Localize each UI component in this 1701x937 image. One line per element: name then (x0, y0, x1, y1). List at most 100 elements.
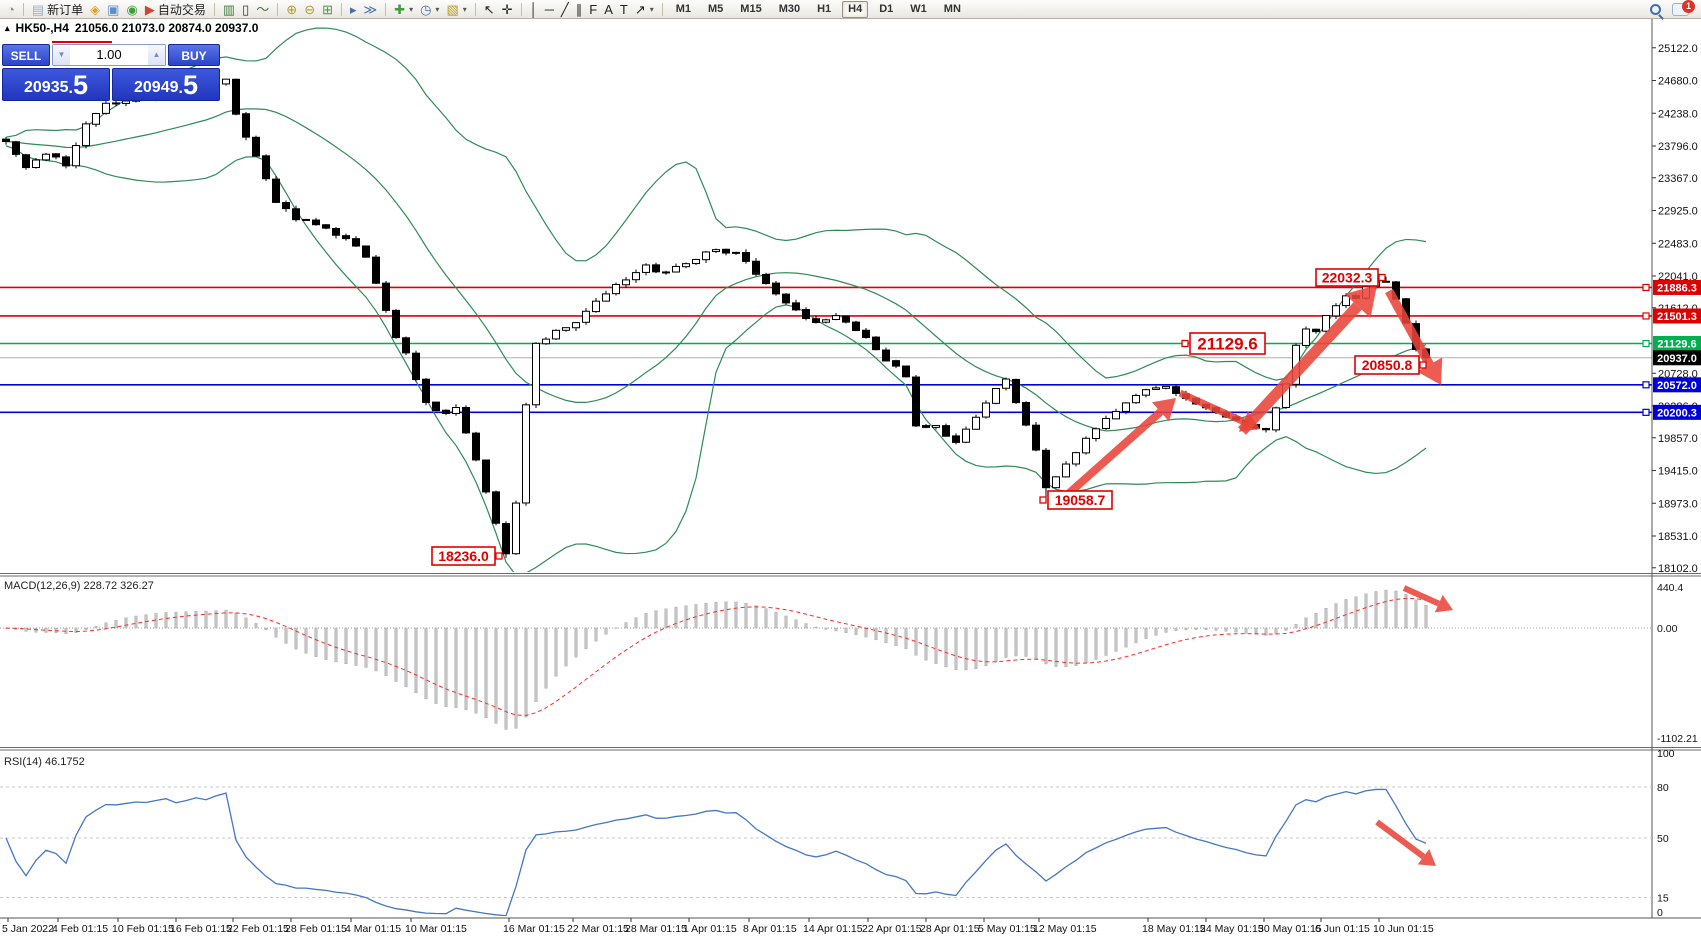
zoom-in-icon[interactable]: ⊕ (283, 1, 300, 18)
fibonacci-icon[interactable]: F (586, 1, 600, 18)
volume-input[interactable]: 1.00 (96, 47, 122, 62)
candlestick-chart-icon[interactable]: ▯ (239, 1, 252, 18)
navigator-icon[interactable]: ▣ (104, 1, 122, 18)
vertical-line-icon: │ (529, 1, 538, 17)
zoom-out-icon[interactable]: ⊖ (301, 1, 318, 18)
toolbar-separator (661, 2, 663, 16)
terminal-icon[interactable]: ◉ (123, 1, 140, 18)
toolbar-separator (385, 2, 387, 16)
toolbar: ◔ ▤ 新订单 ◈ ▣ ◉ ▶ 自动交易 ▥ ▯ ～ ⊕ ⊖ ⊞ ▸ ≫ ✚ ▾ ◷ ▾ ▧ ▾ ↖ ✛ │ ─ ╱ ∥ F A T ↗ ▾ M1… (0, 0, 1701, 19)
timeframe-button-m1[interactable]: M1 (675, 2, 692, 15)
timeframe-button-h1[interactable]: H1 (817, 2, 832, 15)
horizontal-line-icon[interactable]: ─ (542, 1, 557, 18)
trendline-icon[interactable]: ╱ (558, 1, 572, 18)
tile-windows-icon[interactable]: ⊞ (319, 1, 336, 18)
arrows-icon[interactable]: ↗ ▾ (632, 1, 657, 18)
price-axis[interactable]: 25122.0 24680.0 24238.0 23796.0 23367.0 22925… (1642, 43, 1701, 575)
indicators-icon[interactable]: ✚ ▾ (391, 1, 416, 18)
window-corner-icon[interactable]: ◔ (4, 1, 18, 18)
timeframe-button-mn[interactable]: MN (943, 2, 961, 15)
trend-arrow[interactable] (1385, 288, 1443, 385)
search-icon[interactable] (1650, 3, 1661, 15)
svg-text:50: 50 (1657, 833, 1669, 845)
new-order-icon[interactable]: ▤ 新订单 (29, 1, 86, 18)
volume-decrease-button[interactable]: ▼ (53, 45, 70, 65)
price-annotation-label[interactable]: 22032.3 (1315, 268, 1386, 287)
templates-icon[interactable]: ▧ ▾ (443, 1, 469, 18)
annotations[interactable]: 22032.3 21129.6 20850.8 19058.7 18236.0 (52, 41, 1453, 866)
svg-text:20200.3: 20200.3 (1657, 407, 1697, 419)
equidistant-channel-icon[interactable]: ∥ (573, 1, 586, 18)
market-watch-icon[interactable]: ◈ (87, 1, 103, 18)
svg-text:0.00: 0.00 (1657, 623, 1678, 635)
collapse-trade-panel-icon[interactable]: ▴ (5, 22, 10, 33)
trend-arrow[interactable] (1402, 585, 1453, 613)
main-chart-svg[interactable]: 25122.0 24680.0 24238.0 23796.0 23367.0 22925… (0, 19, 1701, 937)
equidistant-channel-icon: ∥ (575, 1, 583, 17)
autotrade-icon[interactable]: ▶ 自动交易 (142, 1, 209, 18)
sell-button[interactable]: SELL (2, 44, 50, 66)
timeframe-button-m15[interactable]: M15 (740, 2, 762, 15)
timeframe-button-m5[interactable]: M5 (708, 2, 724, 15)
svg-text:6 Jun 01:15: 6 Jun 01:15 (1315, 923, 1370, 935)
trend-arrow[interactable] (1375, 819, 1436, 866)
timeframe-button-m30[interactable]: M30 (778, 2, 801, 15)
svg-text:28 Apr 01:15: 28 Apr 01:15 (920, 923, 980, 935)
pane-separators (0, 19, 1701, 919)
bar-chart-icon[interactable]: ▥ (220, 1, 238, 18)
svg-text:22483.0: 22483.0 (1658, 238, 1698, 250)
auto-scroll-icon: ▸ (350, 1, 357, 17)
sell-price[interactable]: 20935. 5 (2, 68, 110, 101)
trend-arrow[interactable] (1237, 285, 1377, 435)
bar-chart-icon: ▥ (222, 1, 236, 17)
trendline-icon: ╱ (560, 1, 569, 17)
periods-icon[interactable]: ◷ ▾ (417, 1, 442, 18)
text-label-icon: T (619, 1, 628, 17)
auto-scroll-icon[interactable]: ▸ (347, 1, 360, 18)
price-annotation-label[interactable]: 18236.0 (431, 546, 503, 566)
price-horizontal-lines[interactable] (0, 286, 1652, 414)
volume-increase-button[interactable]: ▲ (148, 45, 165, 65)
svg-text:28 Feb 01:15: 28 Feb 01:15 (285, 923, 347, 935)
vertical-line-icon[interactable]: │ (527, 1, 541, 18)
svg-text:28 Mar 01:15: 28 Mar 01:15 (625, 923, 687, 935)
buy-price[interactable]: 20949. 5 (112, 68, 220, 101)
svg-text:100: 100 (1657, 748, 1675, 760)
symbol-title: HK50-,H4 (15, 21, 69, 35)
chart-shift-icon[interactable]: ≫ (361, 1, 381, 18)
volume-stepper: ▼ 1.00 ▲ (52, 44, 166, 66)
text-label-icon[interactable]: T (617, 1, 631, 18)
cursor-icon: ↖ (483, 1, 495, 17)
svg-text:4 Mar 01:15: 4 Mar 01:15 (345, 923, 401, 935)
svg-text:20572.0: 20572.0 (1657, 380, 1697, 392)
price-annotation-label[interactable]: 19058.7 (1039, 490, 1113, 510)
svg-text:1 Apr 01:15: 1 Apr 01:15 (683, 923, 737, 935)
cursor-icon[interactable]: ↖ (481, 1, 498, 18)
fibonacci-icon: F (589, 1, 598, 17)
svg-text:23796.0: 23796.0 (1658, 141, 1698, 153)
price-annotation-label[interactable]: 21129.6 (1181, 332, 1266, 355)
svg-text:18 May 01:15: 18 May 01:15 (1142, 923, 1206, 935)
one-click-trading-panel: SELL ▼ 1.00 ▲ BUY 20935. 5 20949. 5 (2, 44, 220, 101)
toolbar-separator (22, 2, 24, 16)
zoom-in-icon: ⊕ (286, 1, 298, 17)
trend-arrow[interactable] (1055, 398, 1176, 506)
timeframe-button-d1[interactable]: D1 (879, 2, 894, 15)
crosshair-icon[interactable]: ✛ (499, 1, 516, 18)
svg-text:20728.0: 20728.0 (1658, 368, 1698, 380)
toolbar-separator (341, 2, 343, 16)
svg-text:20850.8: 20850.8 (1362, 357, 1413, 373)
rsi-pane: RSI(14) 46.1752 100 80 50 15 0 (0, 748, 1675, 919)
svg-text:10 Feb 01:15: 10 Feb 01:15 (112, 923, 174, 935)
notifications-icon[interactable]: 1 (1672, 0, 1695, 16)
buy-button[interactable]: BUY (168, 44, 220, 66)
price-annotation-label[interactable]: 20850.8 (1354, 355, 1427, 375)
timeframe-button-h4[interactable]: H4 (842, 0, 869, 18)
line-chart-icon[interactable]: ～ (253, 1, 272, 18)
macd-pane: MACD(12,26,9) 228.72 326.27 440.4 0.00 -110… (0, 580, 1698, 745)
toolbar-separator (277, 2, 279, 16)
timeframe-button-w1[interactable]: W1 (910, 2, 927, 15)
text-icon[interactable]: A (601, 1, 616, 18)
notification-badge: 1 (1682, 0, 1695, 13)
